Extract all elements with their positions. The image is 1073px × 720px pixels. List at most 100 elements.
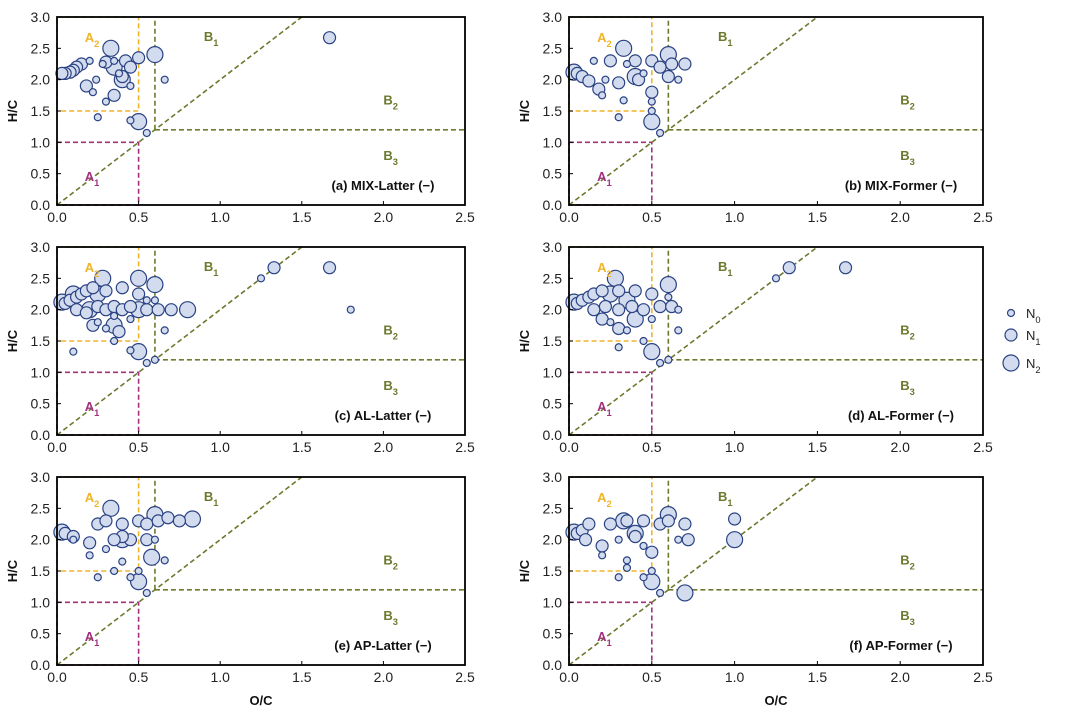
- data-point: [123, 60, 138, 74]
- x-tick-label: 2.5: [973, 439, 993, 455]
- y-axis-label: H/C: [517, 329, 532, 352]
- data-point: [595, 539, 609, 553]
- y-tick-label: 0.0: [543, 197, 563, 213]
- x-axis-label: O/C: [249, 693, 273, 708]
- region-label-a1: A1: [85, 169, 100, 188]
- region-label-b2: B2: [900, 93, 915, 112]
- region-label-a2: A2: [597, 260, 612, 279]
- y-tick-label: 0.0: [31, 427, 51, 443]
- panel-title: (c) AL-Latter (−): [335, 408, 432, 423]
- data-point: [655, 358, 665, 368]
- y-tick-label: 1.5: [543, 103, 563, 119]
- data-point: [55, 66, 69, 81]
- data-point: [107, 88, 121, 102]
- y-tick-label: 0.0: [543, 427, 563, 443]
- data-point: [625, 299, 639, 314]
- data-point: [83, 536, 97, 550]
- data-point: [603, 517, 618, 531]
- data-point: [115, 517, 129, 531]
- region-label-b1: B1: [718, 259, 733, 278]
- data-point: [146, 45, 164, 64]
- region-label-a1: A1: [597, 629, 612, 648]
- data-point: [615, 39, 633, 57]
- data-point: [612, 321, 626, 336]
- panel-title: (e) AP-Latter (−): [334, 638, 431, 653]
- data-point: [622, 556, 632, 565]
- data-point: [674, 305, 683, 314]
- x-axis-label: O/C: [764, 693, 788, 708]
- data-point: [112, 325, 126, 339]
- data-point: [126, 573, 135, 582]
- data-point: [140, 517, 154, 531]
- data-point: [110, 311, 119, 321]
- data-point: [99, 514, 113, 528]
- panel-6: 0.0 0.5 1.0 1.5 2.0 2.5 0.0 0.5 1.0 1.5 2.0 2.5 3.0 H…: [517, 469, 993, 708]
- x-tick-label: 2.5: [973, 209, 993, 225]
- data-point: [659, 276, 677, 294]
- data-point: [639, 541, 648, 551]
- data-point: [143, 548, 161, 566]
- x-tick-label: 1.5: [292, 439, 312, 455]
- region-label-b3: B3: [900, 378, 915, 397]
- y-axis-label: H/C: [517, 99, 532, 122]
- data-point: [676, 584, 694, 602]
- data-point: [160, 326, 169, 335]
- legend-label: N2: [1026, 356, 1041, 375]
- data-point: [88, 88, 98, 97]
- data-point: [664, 293, 673, 302]
- data-point: [622, 326, 632, 335]
- y-tick-label: 1.0: [543, 594, 563, 610]
- region-label-b1: B1: [204, 489, 219, 508]
- data-point: [771, 274, 781, 283]
- data-point: [782, 261, 796, 275]
- diagonal-line: [568, 476, 818, 666]
- x-tick-label: 2.5: [973, 669, 993, 685]
- y-tick-label: 2.5: [543, 40, 563, 56]
- region-label-b2: B2: [383, 553, 398, 572]
- data-point: [69, 347, 78, 356]
- x-tick-label: 0.0: [47, 669, 67, 685]
- data-point: [614, 113, 623, 122]
- data-point: [622, 59, 632, 69]
- y-tick-label: 3.0: [543, 239, 563, 255]
- data-point: [681, 533, 695, 547]
- panel-2: 0.0 0.5 1.0 1.5 2.0 2.5 0.0 0.5 1.0 1.5 2.0 2.5 3.0 H…: [517, 9, 993, 225]
- data-point: [628, 284, 642, 298]
- x-tick-label: 2.5: [455, 209, 475, 225]
- data-point: [79, 79, 93, 93]
- data-point: [582, 74, 596, 88]
- data-point: [645, 545, 659, 559]
- plot-frame: [568, 476, 984, 666]
- x-tick-label: 2.5: [455, 669, 475, 685]
- region-label-b3: B3: [900, 608, 915, 627]
- data-point: [595, 312, 609, 326]
- data-point: [102, 39, 120, 57]
- data-point: [582, 517, 596, 531]
- data-point: [69, 535, 78, 544]
- data-point: [110, 336, 119, 346]
- data-point: [578, 533, 593, 547]
- region-label-a2: A2: [597, 490, 612, 509]
- data-point: [101, 324, 111, 333]
- region-label-a1: A1: [85, 399, 100, 418]
- panel-1: 0.0 0.5 1.0 1.5 2.0 2.5 0.0 0.5 1.0 1.5 2.0 2.5 3.0 H…: [5, 9, 475, 225]
- data-point: [619, 96, 628, 105]
- data-point: [150, 535, 160, 544]
- x-tick-label: 0.0: [559, 209, 579, 225]
- x-tick-label: 2.5: [455, 439, 475, 455]
- data-point: [639, 69, 648, 78]
- region-label-a2: A2: [597, 30, 612, 49]
- data-point: [150, 355, 160, 364]
- data-point: [674, 535, 683, 544]
- data-point: [92, 75, 101, 84]
- data-point: [102, 499, 120, 517]
- x-tick-label: 1.0: [210, 209, 230, 225]
- y-tick-label: 1.0: [543, 364, 563, 380]
- data-point: [160, 75, 169, 84]
- data-point: [639, 336, 648, 346]
- region-label-b2: B2: [383, 323, 398, 342]
- y-tick-label: 2.0: [31, 72, 51, 88]
- x-tick-label: 0.5: [642, 209, 662, 225]
- data-point: [142, 588, 151, 598]
